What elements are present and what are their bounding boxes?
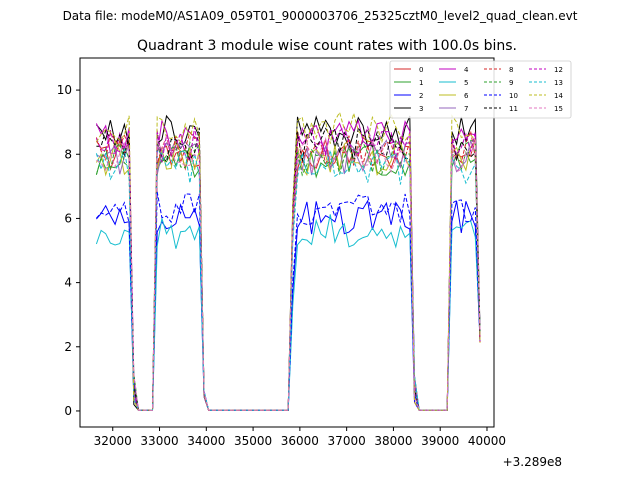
x-axis: 32000 33000 34000 35000 36000 37000 38000 39000… [94, 427, 506, 448]
series-line-13 [95, 147, 481, 411]
y-tick-label: 0 [64, 404, 72, 418]
figure-suptitle: Data file: modeM0/AS1A09_059T01_90000037… [63, 9, 578, 23]
x-tick-label: 38000 [374, 434, 412, 448]
x-tick-label: 36000 [281, 434, 319, 448]
plot-area-frame [79, 57, 495, 428]
legend-label-3: 3 [419, 105, 423, 113]
legend-label-14: 14 [554, 92, 563, 100]
chart-title: Quadrant 3 module wise count rates with … [137, 38, 517, 54]
legend-label-2: 2 [419, 92, 423, 100]
legend-label-7: 7 [464, 105, 468, 113]
y-axis: 0 2 4 6 8 10 [57, 83, 80, 418]
y-tick-label: 4 [64, 276, 72, 290]
x-tick-label: 35000 [234, 434, 272, 448]
legend-label-10: 10 [509, 92, 518, 100]
series-line-12 [95, 125, 481, 411]
x-tick-label: 39000 [421, 434, 459, 448]
legend-box [389, 60, 572, 119]
y-tick-label: 8 [64, 147, 72, 161]
legend-label-4: 4 [464, 66, 469, 74]
series-line-14 [95, 111, 481, 411]
x-tick-label: 37000 [328, 434, 366, 448]
legend-label-13: 13 [554, 79, 563, 87]
x-tick-label: 40000 [468, 434, 506, 448]
legend-label-0: 0 [419, 66, 423, 74]
x-axis-offset-label: +3.289e8 [503, 455, 562, 469]
legend-label-6: 6 [464, 92, 469, 100]
legend-label-8: 8 [509, 66, 513, 74]
legend-label-12: 12 [554, 66, 563, 74]
legend-label-9: 9 [509, 79, 513, 87]
legend-label-11: 11 [509, 105, 518, 113]
x-tick-label: 34000 [187, 434, 225, 448]
x-tick-label: 33000 [140, 434, 178, 448]
x-tick-label: 32000 [94, 434, 132, 448]
legend-label-15: 15 [554, 105, 563, 113]
series-layer [95, 111, 481, 411]
legend-label-5: 5 [464, 79, 468, 87]
y-tick-label: 2 [64, 340, 72, 354]
legend-label-1: 1 [419, 79, 423, 87]
y-tick-label: 10 [57, 83, 72, 97]
y-tick-label: 6 [64, 211, 72, 225]
series-line-15 [96, 135, 481, 411]
